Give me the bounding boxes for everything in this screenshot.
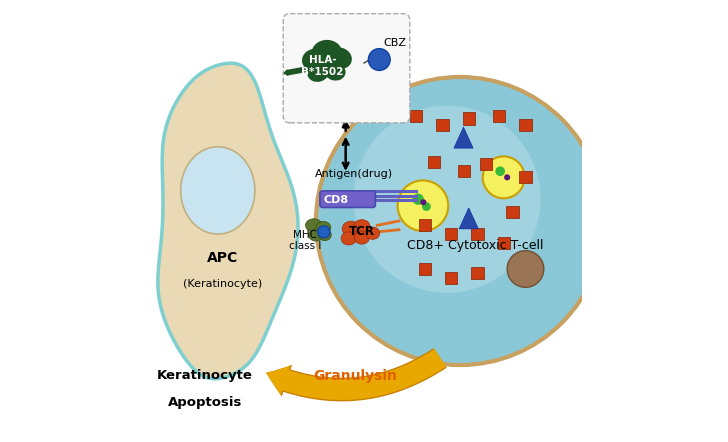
FancyBboxPatch shape: [320, 191, 376, 207]
Polygon shape: [181, 147, 255, 234]
Ellipse shape: [318, 229, 331, 240]
Circle shape: [483, 156, 525, 198]
Bar: [411, 110, 422, 122]
Ellipse shape: [309, 229, 323, 241]
Circle shape: [504, 174, 510, 180]
Circle shape: [413, 194, 424, 205]
Ellipse shape: [365, 227, 380, 239]
Bar: [493, 110, 505, 122]
Ellipse shape: [306, 219, 322, 232]
Ellipse shape: [328, 48, 352, 69]
Bar: [458, 165, 470, 177]
Circle shape: [422, 202, 431, 211]
Text: Granulysin: Granulysin: [313, 369, 397, 383]
Bar: [446, 228, 457, 240]
Ellipse shape: [342, 221, 360, 236]
Circle shape: [317, 226, 330, 238]
Text: APC: APC: [207, 251, 238, 265]
Bar: [506, 206, 518, 218]
Bar: [471, 228, 483, 240]
Circle shape: [353, 106, 541, 293]
Circle shape: [495, 167, 505, 176]
Ellipse shape: [355, 231, 369, 244]
Circle shape: [368, 49, 390, 70]
Circle shape: [507, 251, 544, 287]
Text: HLA-
B*1502: HLA- B*1502: [301, 55, 344, 77]
Ellipse shape: [312, 40, 342, 66]
Ellipse shape: [341, 232, 357, 245]
Ellipse shape: [307, 63, 329, 82]
Circle shape: [397, 180, 448, 231]
Bar: [462, 112, 475, 125]
Circle shape: [316, 77, 604, 365]
Text: Antigen(drug): Antigen(drug): [315, 169, 393, 179]
Bar: [419, 263, 431, 275]
Bar: [428, 156, 440, 168]
Text: (Keratinocyte): (Keratinocyte): [183, 279, 262, 289]
Text: MHC
class I: MHC class I: [289, 230, 321, 251]
Ellipse shape: [302, 49, 325, 70]
Text: TCR: TCR: [349, 225, 375, 237]
FancyArrow shape: [284, 66, 312, 75]
Ellipse shape: [354, 220, 370, 234]
Bar: [446, 272, 457, 284]
FancyBboxPatch shape: [283, 14, 410, 123]
Text: CD8: CD8: [323, 195, 348, 205]
Bar: [419, 219, 431, 232]
Text: CBZ: CBZ: [384, 38, 407, 48]
Bar: [437, 119, 448, 131]
Bar: [471, 267, 483, 279]
Text: CD8+ Cytotoxic T-cell: CD8+ Cytotoxic T-cell: [407, 239, 544, 251]
Ellipse shape: [324, 62, 346, 80]
Bar: [519, 119, 531, 131]
Polygon shape: [158, 63, 298, 379]
Bar: [519, 171, 531, 183]
Ellipse shape: [316, 221, 331, 234]
Text: Keratinocyte: Keratinocyte: [157, 370, 253, 382]
FancyArrowPatch shape: [266, 348, 447, 401]
Polygon shape: [454, 127, 473, 148]
Bar: [497, 237, 510, 249]
Polygon shape: [459, 208, 478, 229]
FancyArrowPatch shape: [266, 349, 446, 400]
Circle shape: [420, 199, 427, 205]
Bar: [480, 158, 492, 170]
Text: Apoptosis: Apoptosis: [167, 396, 242, 408]
